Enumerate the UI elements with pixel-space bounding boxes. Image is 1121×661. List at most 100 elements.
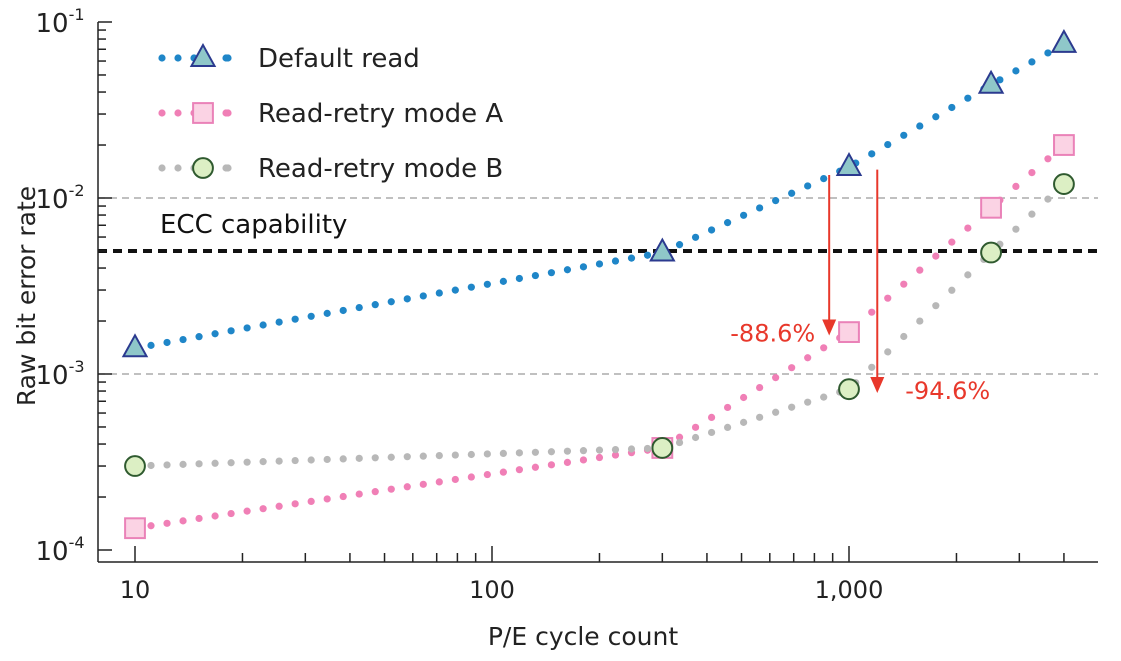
data-point [838,378,860,401]
series-dot [531,271,540,280]
legend-dot [174,164,182,172]
data-point [121,333,149,358]
series-dot [595,260,604,268]
series-dot [691,423,700,431]
series-dot [691,433,700,442]
data-point [1053,173,1075,195]
series-dot [820,175,828,183]
series-dot [547,461,556,469]
series-dot [707,413,716,421]
series-dot [1044,195,1052,203]
legend-label: Read-retry mode B [258,154,503,184]
series-dot [515,449,523,457]
series-dot [1028,58,1036,66]
threshold-layer: ECC capability [98,210,1098,253]
series-dot [916,266,924,274]
data-point [124,517,146,540]
legend-dot [174,109,182,117]
series-dot [788,189,796,197]
series-dot [515,274,523,283]
series-dot [435,451,443,460]
series-dot [259,321,267,329]
series-dot [451,451,459,459]
series-dot [323,495,331,503]
series-dot [868,150,876,158]
series-dot [804,398,812,406]
series-dot [868,363,876,371]
series-dot [483,470,491,479]
series-dot [147,341,155,349]
series-dot [403,453,411,461]
reduction-annotation: -88.6% [730,175,837,347]
series-dot [820,393,828,401]
series-dot [756,383,764,392]
x-axis-label: P/E cycle count [488,622,679,651]
series-dot [900,280,908,288]
y-tick-label: 10-4 [35,533,84,567]
series-dot [275,318,283,326]
series-dot [243,507,251,515]
legend-dot [158,109,166,117]
data-point [977,69,1005,94]
legend-entry: Default read [158,42,420,74]
series-dot [1028,210,1036,218]
series-dot [179,517,187,525]
series-dot [595,446,604,454]
series-dot [1028,169,1036,177]
series-dot [1012,182,1020,190]
series-line [131,180,1068,470]
series-dot [868,308,876,316]
series-dot [579,263,588,271]
series-dot [499,468,507,476]
marker-layer [121,28,1078,540]
series-dot [948,238,956,246]
series-dot [387,453,395,461]
series-dot [339,455,347,463]
series-dot [211,330,219,338]
series-dot [723,403,732,412]
series-dot [227,327,235,335]
series-dot [804,182,812,190]
series-dot [211,459,219,467]
y-tick-label: 10-2 [35,181,84,215]
series-dot [179,335,187,344]
series-dot [1012,67,1020,75]
series-dot [163,461,171,469]
series-dot [964,94,972,102]
series-dot [740,418,748,426]
series-dot [291,456,299,465]
series-dot [355,490,363,498]
grid-layer [98,197,1098,375]
series-dot [916,122,924,130]
series-dot [675,433,684,441]
annotation-label: -88.6% [730,319,815,347]
data-point [980,241,1002,264]
y-tick-label: 10-1 [35,5,84,39]
series-dot [419,452,427,460]
data-point [651,437,674,459]
series-dot [403,295,411,303]
series-dot [756,413,764,421]
data-point [838,321,860,344]
series-dot [563,447,572,455]
series-dot [675,241,684,249]
series-dot [307,456,315,464]
series-dot [339,306,347,315]
series-line [131,141,1068,532]
reduction-annotation: -94.6% [870,169,990,405]
series-dot [323,455,331,464]
series-dot [147,461,155,470]
annotation-arrowhead [822,319,837,336]
legend-label: Read-retry mode A [258,99,503,129]
series-dot [499,449,507,458]
series-dot [772,197,780,205]
series-dot [275,457,283,465]
legend: Default read Read-retry mode A Read-retry … [158,42,503,184]
series-dot [547,269,556,277]
series-dot [772,408,780,416]
series-dot [643,444,652,453]
series-dot [435,289,443,297]
series-dot [355,303,363,312]
series-dot [211,512,219,520]
series-dot [723,423,732,432]
